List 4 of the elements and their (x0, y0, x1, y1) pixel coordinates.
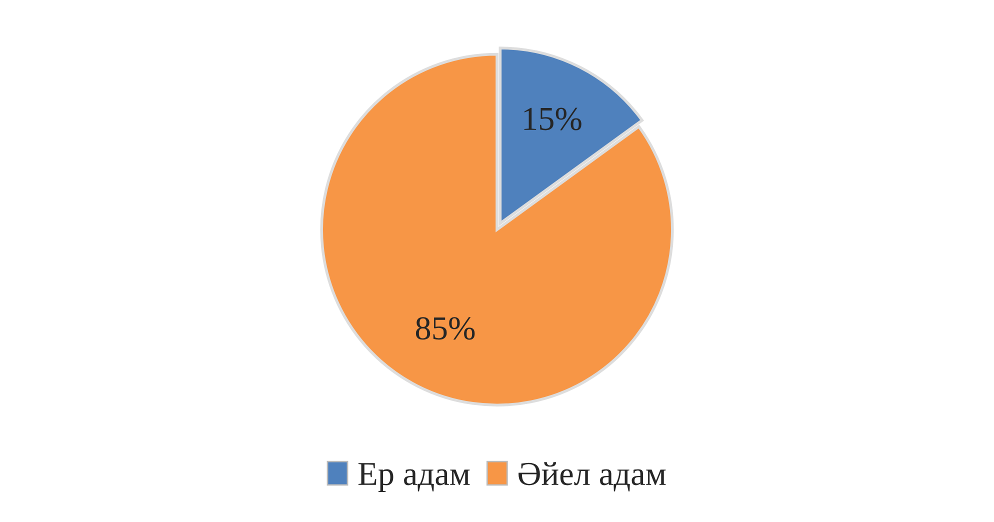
data-label: 15% (524, 108, 582, 130)
legend-label: Әйел адам (518, 462, 666, 492)
data-label: 85% (416, 317, 475, 340)
legend-label: Ер адам (358, 463, 470, 492)
